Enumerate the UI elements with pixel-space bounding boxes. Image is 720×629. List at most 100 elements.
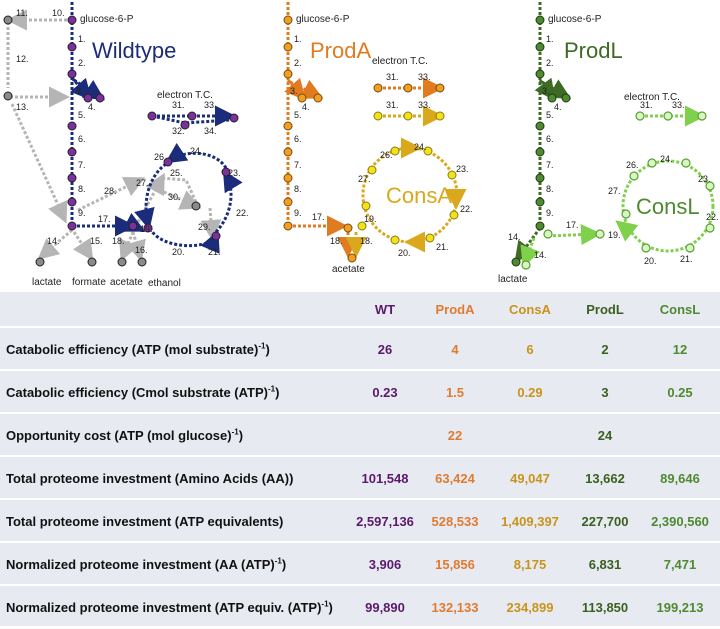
svg-text:33.: 33. [204,100,217,110]
row-label: Catabolic efficiency (Cmol substrate (AT… [6,384,280,400]
svg-text:4.: 4. [302,102,310,112]
table-row: Normalized proteome investment (ATP equi… [0,584,720,629]
wt-acetate-label: acetate [110,277,143,288]
svg-text:6.: 6. [546,134,554,144]
table-row: Catabolic efficiency (Cmol substrate (AT… [0,369,720,414]
pathway-diagram: Wildtype glucose-6-P electron T.C. lacta… [3,2,719,289]
table-cell [350,414,420,457]
svg-text:5.: 5. [294,110,302,120]
svg-text:31.: 31. [386,72,399,82]
row-label: Normalized proteome investment (AA (ATP)… [6,556,287,572]
wt-lactate-label: lactate [32,277,62,288]
svg-text:9.: 9. [546,208,554,218]
table-row: Total proteome investment (ATP equivalen… [0,498,720,543]
table-cell: 63,424 [435,471,475,486]
svg-text:16.: 16. [135,245,148,255]
svg-text:33.: 33. [418,72,431,82]
prodl-title: ProdL [564,38,623,63]
table-cell: 3 [601,385,609,400]
table-cell [640,414,720,457]
svg-text:20.: 20. [644,256,657,266]
row-label: Catabolic efficiency (ATP (mol substrate… [6,341,270,357]
row-label: Opportunity cost (ATP (mol glucose)-1) [6,427,244,443]
svg-text:7.: 7. [294,160,302,170]
svg-text:29.: 29. [198,222,211,232]
svg-text:23.: 23. [698,174,711,184]
table-cell: 132,133 [431,600,479,615]
consl-title: ConsL [636,194,700,219]
proda-title: ProdA [310,38,371,63]
svg-text:31.: 31. [172,100,185,110]
svg-text:2.: 2. [546,58,554,68]
table-row: Normalized proteome investment (AA (ATP)… [0,541,720,586]
svg-text:19.: 19. [140,224,153,234]
table-row: Catabolic efficiency (ATP (mol substrate… [0,326,720,371]
svg-text:3.: 3. [542,86,550,96]
col-header-consa: ConsA [509,301,551,317]
wt-glucose-label: glucose-6-P [80,14,134,25]
svg-text:24.: 24. [190,146,203,156]
svg-text:26.: 26. [626,160,639,170]
svg-text:24.: 24. [414,142,427,152]
svg-text:1.: 1. [78,34,86,44]
svg-text:21.: 21. [436,242,449,252]
table-cell: 0.23 [372,385,398,400]
svg-text:14.: 14. [508,232,521,242]
svg-text:7.: 7. [546,160,554,170]
table-cell: 4 [451,342,459,357]
table-cell: 113,850 [581,600,629,615]
table-cell: 6 [526,342,534,357]
svg-text:17.: 17. [98,214,111,224]
table-cell: 0.29 [517,385,543,400]
svg-text:17.: 17. [312,212,325,222]
svg-text:4.: 4. [88,102,96,112]
prodl-etc-label: electron T.C. [624,92,680,103]
col-header-consl: ConsL [659,301,701,317]
svg-text:21.: 21. [208,247,221,257]
svg-text:26.: 26. [154,152,167,162]
svg-text:33.: 33. [418,100,431,110]
svg-text:30.: 30. [168,192,181,202]
svg-text:31.: 31. [386,100,399,110]
svg-text:5.: 5. [78,110,86,120]
col-header-wt: WT [374,301,396,317]
svg-text:9.: 9. [78,208,86,218]
wildtype-title: Wildtype [92,38,176,63]
table-cell: 26 [377,342,393,357]
table-cell: 101,548 [361,471,409,486]
wildtype-panel: Wildtype glucose-6-P electron T.C. lacta… [3,2,249,289]
table-cell: 49,047 [510,471,550,486]
svg-text:15.: 15. [90,236,103,246]
svg-text:27.: 27. [136,178,149,188]
table-cell: 2,597,136 [356,514,414,529]
svg-text:13.: 13. [16,102,29,112]
svg-text:10.: 10. [52,8,65,18]
svg-text:12.: 12. [16,54,29,64]
consa-title: ConsA [386,183,452,208]
svg-text:22.: 22. [706,212,719,222]
svg-text:27.: 27. [358,174,371,184]
table-cell [490,414,570,457]
table-cell: 15,856 [435,557,475,572]
table-cell: 2,390,560 [651,514,709,529]
table-cell: 22 [447,428,463,443]
wt-reaction-labels: 1. 2. 3. 4. 5. 6. 7. 8. 9. 10. 11. 12. 1… [16,8,249,257]
col-header-prodl: ProdL [586,301,624,317]
svg-text:3.: 3. [76,86,84,96]
prodl-glucose-label: glucose-6-P [548,14,602,25]
table-cell: 528,533 [431,514,479,529]
svg-text:8.: 8. [78,184,86,194]
svg-text:18.: 18. [330,236,343,246]
prodl-lactate-label: lactate [498,274,528,285]
svg-text:24.: 24. [660,154,673,164]
table-cell: 234,899 [506,600,554,615]
svg-text:5.: 5. [546,110,554,120]
svg-text:18.: 18. [112,236,125,246]
table-cell: 1.5 [445,385,465,400]
prodl-panel: ProdL ConsL glucose-6-P electron T.C. la… [498,2,719,285]
table-cell: 227,700 [581,514,629,529]
row-label: Total proteome investment (Amino Acids (… [6,471,294,486]
wildtype-nodes [67,15,239,241]
svg-text:1.: 1. [294,34,302,44]
svg-text:20.: 20. [172,247,185,257]
